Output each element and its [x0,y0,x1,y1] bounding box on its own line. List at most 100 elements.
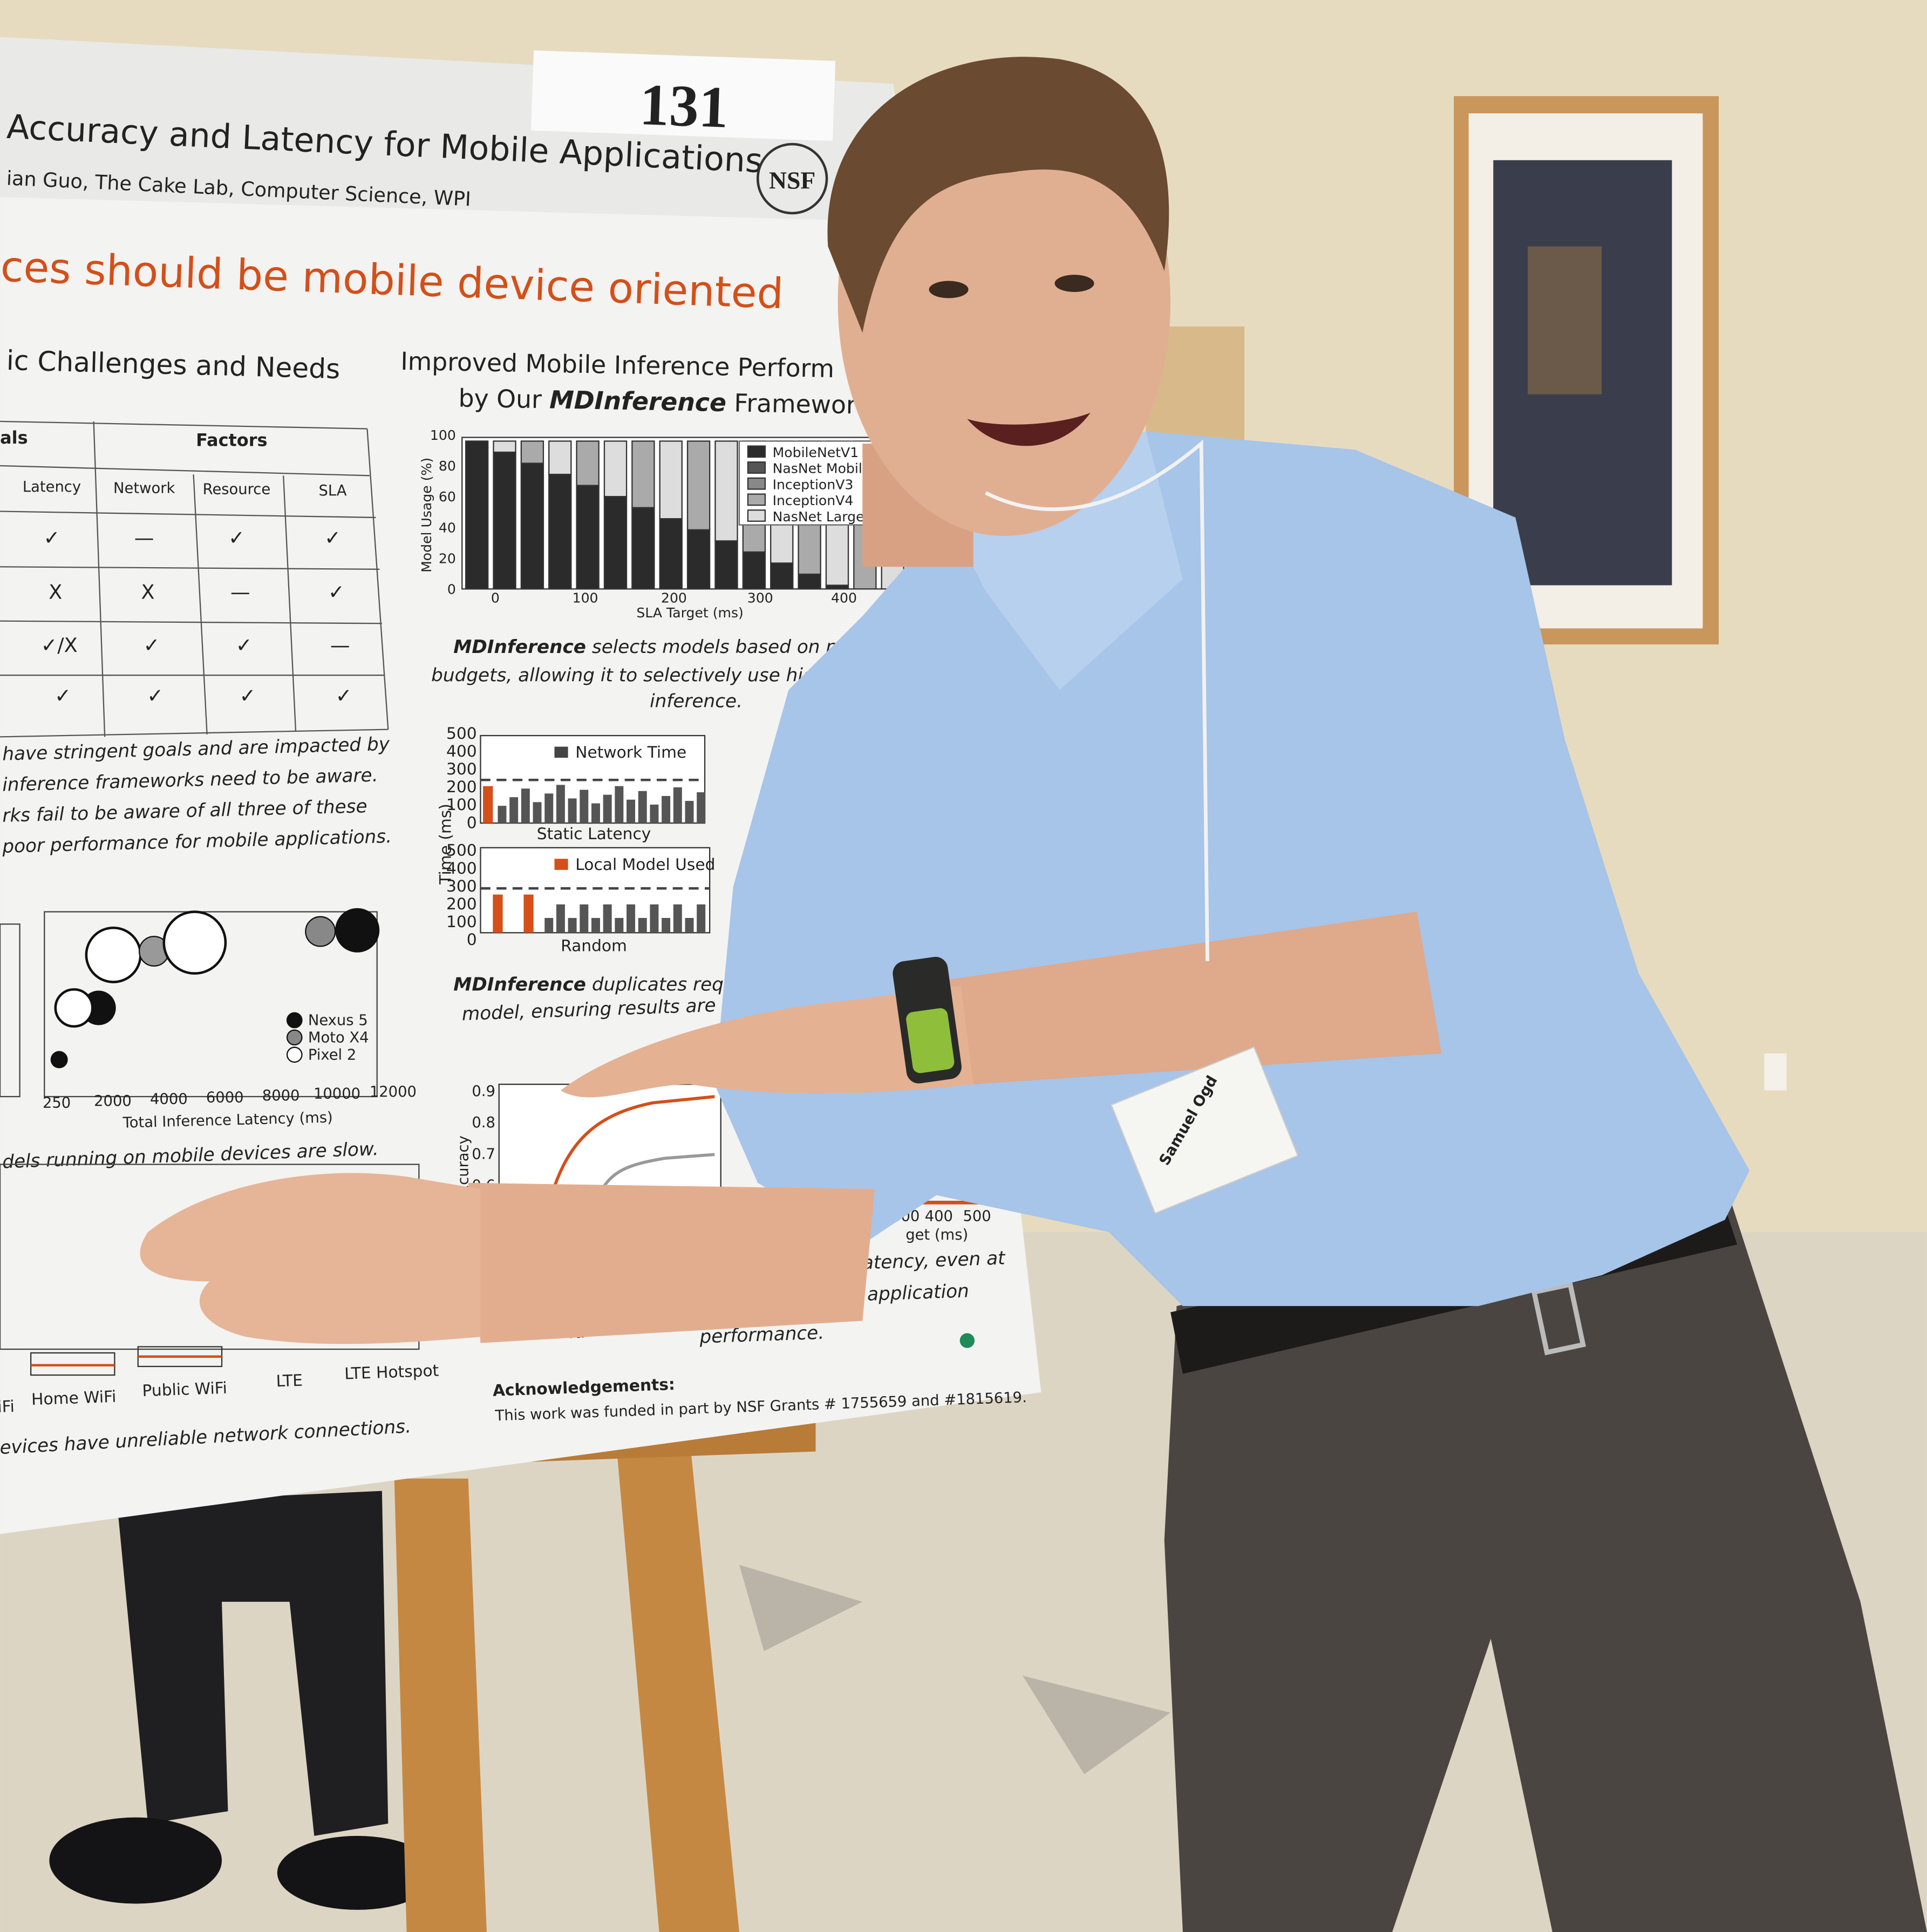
x-tick-label: 400 [831,590,857,606]
caption-line: e application [849,1280,969,1306]
bar [662,795,671,824]
x-tick-label: 4000 [150,1091,188,1108]
legend-marker [286,1029,303,1046]
legend-label: Network Time [575,743,686,761]
caption-line: inference. [650,691,743,712]
legend-label: Local Model Used [575,855,715,874]
bar [509,797,519,824]
bar-segment [686,440,711,530]
legend-label: InceptionV4 [773,493,854,508]
legend-label: InceptionV3 [773,477,854,492]
bar [662,917,671,933]
bar-segment [493,440,516,453]
table-cell: ✓ [236,634,253,657]
push-pin [959,1333,975,1348]
table-rule [366,428,389,730]
bar [685,917,694,933]
chart-frame [0,923,21,1098]
column-header: SLA [319,482,347,499]
bar [615,917,624,933]
table-cell: — [134,526,154,549]
bar [533,802,542,824]
bar [650,904,659,933]
y-tick-label: 500 [446,724,477,743]
table-rule [0,420,367,430]
bar [627,904,636,933]
bar [568,798,577,824]
shoe [49,1817,222,1904]
legend-marker [747,477,766,490]
x-tick-label: 2000 [94,1093,132,1110]
shoe [277,1835,438,1910]
bar-segment [520,462,544,590]
bar [493,894,503,933]
x-tick-label: 200 [661,590,687,606]
bubble [305,916,336,947]
bar [603,904,612,933]
bar [673,787,682,824]
y-tick-label: 20 [439,550,456,566]
bar [673,904,682,933]
bar-segment [576,485,600,590]
bubble [335,908,380,953]
legend-label: Pixel 2 [308,1047,356,1064]
axis-label: Random [561,936,627,955]
bubble [85,926,142,983]
floor-tile [1023,1676,1171,1774]
floor-tile [739,1564,863,1651]
watch-band [906,1008,955,1073]
x-tick-label: 500 [963,1208,991,1225]
table-rule [283,475,297,732]
table-cell: ✓ [324,526,341,549]
table-cell: ✓ [328,581,345,604]
table-group: als [0,427,28,448]
hand [560,985,973,1098]
table-cell: ✓ [55,684,71,707]
logo: NSF [769,166,815,194]
accuracy-curve [549,1095,715,1199]
y-tick-label: 0.7 [472,1146,495,1162]
y-tick-label: 300 [446,759,477,778]
outlet [1764,1053,1787,1091]
y-tick-label: 80 [439,458,456,474]
bar [697,904,706,933]
legend-marker [747,493,766,506]
table-rule [0,511,376,519]
table-cell: ✓ [44,526,60,549]
shirt [714,431,1750,1307]
belt-buckle [1531,1281,1586,1356]
y-tick-label: 0.9 [472,1083,495,1100]
axis-label: Static Latency [537,824,651,843]
person-legs [117,1491,389,1836]
table-rule [93,421,106,737]
trousers [1164,1182,1927,1932]
bar-segment [631,440,655,508]
bar [638,791,647,824]
hair [827,57,1169,333]
table-rule [0,465,370,477]
legend-marker [286,1046,303,1063]
legend-label: Moto X4 [308,1030,369,1046]
bar-segment [520,440,544,464]
y-tick-label: 0 [467,930,477,949]
x-tick-label: 6000 [206,1089,244,1106]
axis-label: Time (ms) [436,804,455,885]
forearm [949,911,1442,1085]
column-header: Latency [23,479,81,495]
caption-emphasis: MDInference [453,636,586,658]
table-cell: X [141,581,155,604]
bar [521,788,530,824]
y-tick-label: 0.8 [472,1114,495,1131]
x-tick-label: 400 [925,1208,953,1225]
legend-marker [747,509,766,522]
bar-segment [548,473,572,590]
table-cell: ✓ [336,684,352,707]
x-tick-label: LTE [276,1371,303,1391]
bar [523,894,534,933]
bar [580,904,589,933]
section-heading: by Our MDInference Framework [458,384,871,419]
bar [697,792,706,824]
bar-segment [493,451,516,590]
bar [556,904,565,933]
